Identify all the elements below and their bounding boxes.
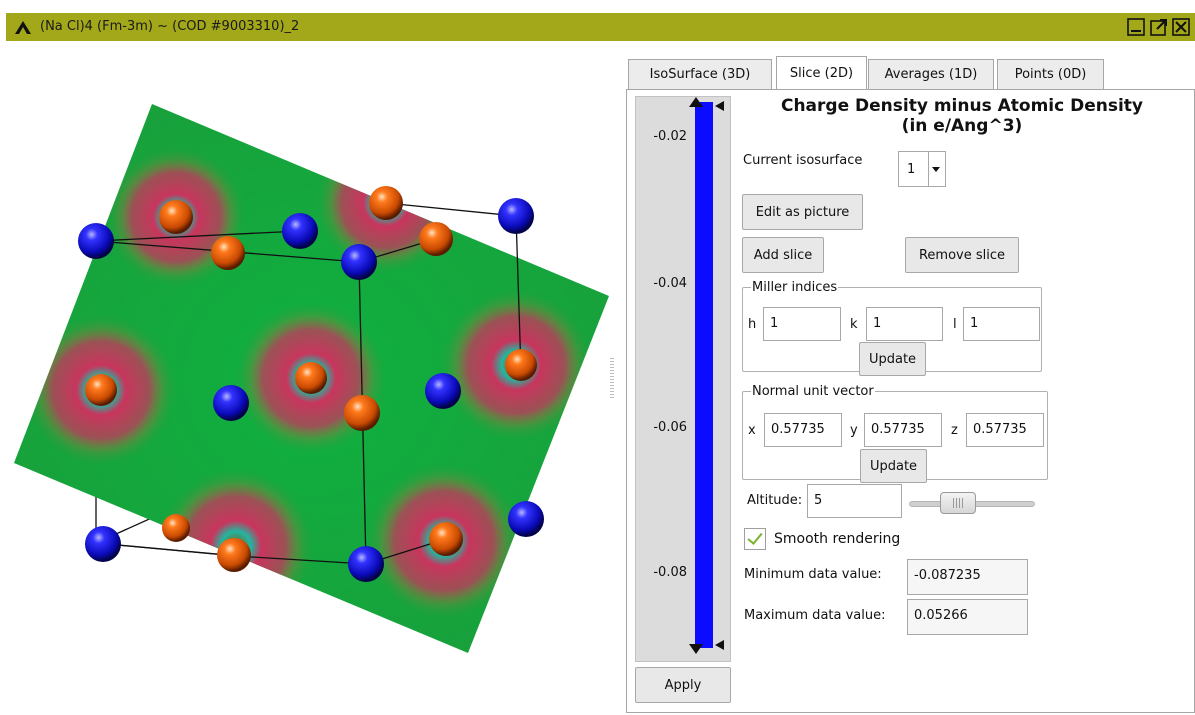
property-title-line2: (in e/Ang^3) bbox=[901, 116, 1023, 136]
property-title: Charge Density minus Atomic Density (in … bbox=[737, 96, 1187, 136]
tab-points-0d[interactable]: Points (0D) bbox=[997, 59, 1104, 89]
colorbar-track bbox=[635, 96, 731, 662]
normal-x-field[interactable]: 0.57735 bbox=[764, 413, 842, 447]
slice-settings-panel: IsoSurface (3D) Slice (2D) Averages (1D)… bbox=[616, 41, 1195, 715]
edit-as-picture-button[interactable]: Edit as picture bbox=[742, 194, 863, 230]
smooth-rendering-label[interactable]: Smooth rendering bbox=[774, 531, 901, 547]
checkmark-icon bbox=[747, 529, 763, 545]
chlorine-atoms[interactable] bbox=[85, 186, 537, 572]
current-isosurface-select[interactable]: 1 bbox=[898, 151, 946, 187]
z-label: z bbox=[951, 423, 958, 438]
current-isosurface-label: Current isosurface bbox=[743, 153, 863, 168]
tab-slice-2d[interactable]: Slice (2D) bbox=[776, 56, 867, 90]
normal-unit-vector-group: Normal unit vector x 0.57735 y 0.57735 z… bbox=[742, 384, 1048, 483]
colorbar-tick-label: -0.08 bbox=[653, 565, 687, 580]
y-label: y bbox=[850, 423, 858, 438]
l-index-field[interactable]: 1 bbox=[963, 307, 1040, 341]
select-divider bbox=[928, 152, 929, 186]
colorbar-min-arrow-icon[interactable] bbox=[689, 644, 703, 654]
sodium-atoms[interactable] bbox=[78, 198, 544, 582]
close-icon[interactable] bbox=[1171, 17, 1191, 37]
smooth-rendering-checkbox[interactable] bbox=[744, 528, 766, 550]
normal-update-button[interactable]: Update bbox=[860, 449, 927, 483]
h-index-field[interactable]: 1 bbox=[763, 307, 841, 341]
chevron-down-icon bbox=[932, 167, 940, 172]
colorbar-tick-label: -0.04 bbox=[653, 276, 687, 291]
maximum-data-value-label: Maximum data value: bbox=[744, 608, 886, 623]
tab-averages-1d[interactable]: Averages (1D) bbox=[868, 59, 994, 89]
normal-unit-vector-legend: Normal unit vector bbox=[752, 384, 874, 399]
window-title: (Na Cl)4 (Fm-3m) ~ (COD #9003310)_2 bbox=[40, 19, 300, 34]
normal-z-field[interactable]: 0.57735 bbox=[966, 413, 1044, 447]
splitter-handle[interactable] bbox=[610, 358, 614, 400]
k-label: k bbox=[850, 317, 858, 332]
minimum-data-value-field: -0.087235 bbox=[907, 559, 1028, 595]
tab-isosurface-3d[interactable]: IsoSurface (3D) bbox=[628, 59, 772, 89]
normal-y-field[interactable]: 0.57735 bbox=[864, 413, 942, 447]
add-slice-button[interactable]: Add slice bbox=[742, 237, 824, 273]
colorbar-tick-label: -0.02 bbox=[653, 129, 687, 144]
apply-button[interactable]: Apply bbox=[635, 667, 731, 703]
colorbar-max-pointer-icon bbox=[715, 101, 724, 111]
colorbar-tick-label: -0.06 bbox=[653, 420, 687, 435]
h-label: h bbox=[748, 317, 757, 332]
undock-icon[interactable] bbox=[1149, 17, 1169, 37]
miller-indices-legend: Miller indices bbox=[752, 280, 838, 295]
app-logo-icon bbox=[15, 21, 31, 34]
minimize-icon[interactable] bbox=[1126, 17, 1146, 37]
colorbar-max-arrow-icon[interactable] bbox=[689, 97, 703, 107]
crystal-scene[interactable] bbox=[6, 41, 609, 715]
slider-grip-icon bbox=[952, 498, 963, 508]
miller-indices-group: Miller indices h 1 k 1 l 1 Update bbox=[742, 280, 1042, 376]
maximum-data-value-field: 0.05266 bbox=[907, 599, 1028, 635]
colorbar-min-pointer-icon bbox=[715, 640, 724, 650]
title-bar[interactable]: (Na Cl)4 (Fm-3m) ~ (COD #9003310)_2 bbox=[6, 13, 1195, 41]
remove-slice-button[interactable]: Remove slice bbox=[905, 237, 1019, 273]
altitude-label: Altitude: bbox=[747, 493, 803, 508]
miller-update-button[interactable]: Update bbox=[859, 342, 926, 376]
colorbar-range-bar[interactable] bbox=[695, 102, 713, 648]
current-isosurface-value: 1 bbox=[907, 162, 916, 177]
altitude-field[interactable]: 5 bbox=[807, 484, 902, 518]
k-index-field[interactable]: 1 bbox=[866, 307, 943, 341]
x-label: x bbox=[748, 423, 756, 438]
property-title-line1: Charge Density minus Atomic Density bbox=[780, 96, 1144, 116]
l-label: l bbox=[953, 317, 957, 332]
minimum-data-value-label: Minimum data value: bbox=[744, 567, 882, 582]
crystal-3d-viewport[interactable] bbox=[6, 41, 609, 715]
slice-tab-page: -0.02 -0.04 -0.06 -0.08 Apply Charge Den… bbox=[626, 89, 1195, 713]
